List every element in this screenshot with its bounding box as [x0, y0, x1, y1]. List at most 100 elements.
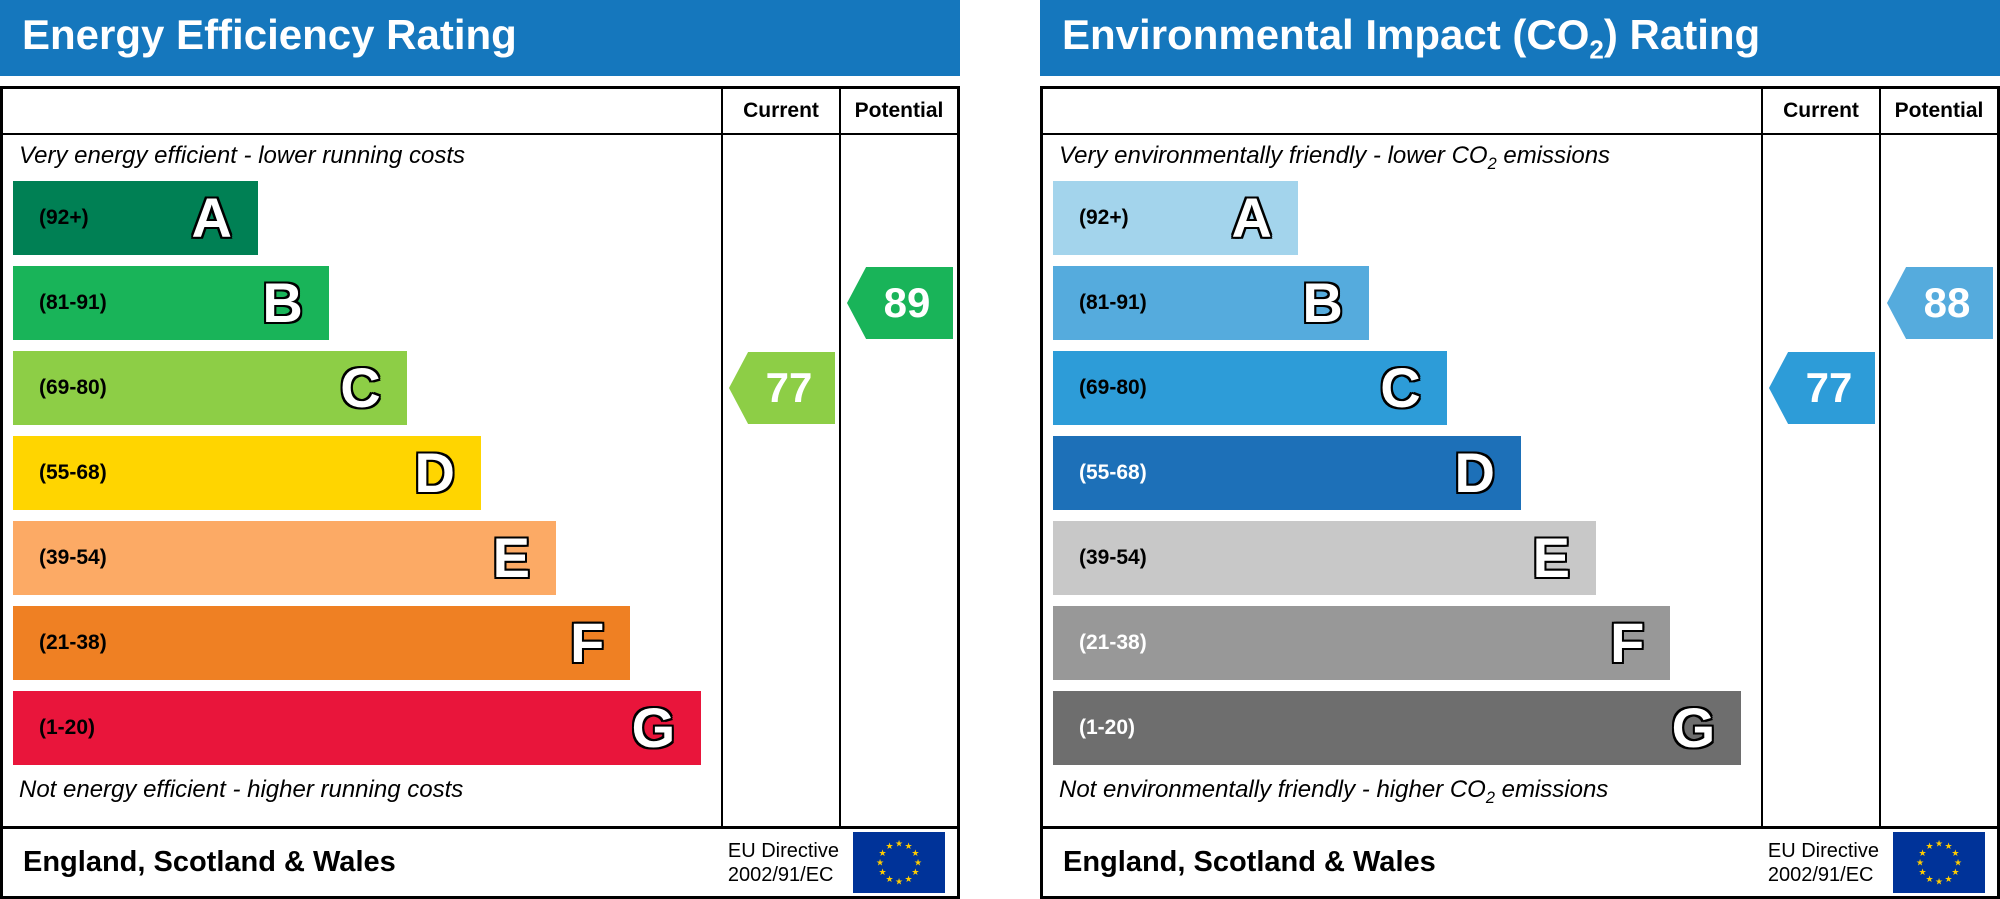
region-label: England, Scotland & Wales — [23, 846, 396, 878]
band-letter: F — [1610, 611, 1645, 674]
eu-flag-icon: ★ ★ ★★ ★★ ★★ ★★ ★★ — [1893, 832, 1985, 893]
svg-text:★: ★ — [895, 877, 903, 887]
energy-current-rating-value: 77 — [765, 364, 813, 411]
band-range-label: (55-68) — [1079, 461, 1147, 484]
svg-text:★: ★ — [879, 867, 887, 877]
environmental-current-rating-arrow: 77 — [1769, 352, 1875, 424]
energy-band-d: (55-68) D — [13, 436, 481, 510]
band-range-label: (81-91) — [39, 291, 107, 314]
band-letter: G — [631, 696, 676, 759]
band-letter: A — [1231, 186, 1272, 249]
svg-text:★: ★ — [879, 848, 887, 858]
environmental-top-note: Very environmentally friendly - lower CO… — [1059, 142, 1611, 173]
band-range-label: (1-20) — [39, 716, 96, 739]
region-label: England, Scotland & Wales — [1063, 846, 1436, 878]
svg-text:★: ★ — [1944, 841, 1952, 851]
band-letter: D — [414, 441, 455, 504]
band-range-label: (1-20) — [1079, 716, 1136, 739]
svg-text:★: ★ — [876, 858, 884, 868]
eu-flag-icon: ★ ★ ★★ ★★ ★★ ★★ ★★ — [853, 832, 945, 893]
environmental-potential-column-header: Potential — [1879, 89, 1997, 135]
environmental-title-bar: Environmental Impact (CO2) Rating — [1040, 0, 2000, 76]
band-letter: D — [1454, 441, 1495, 504]
band-row: (21-38) F — [1053, 606, 1761, 680]
svg-text:★: ★ — [1919, 848, 1927, 858]
eu-directive-group: EU Directive 2002/91/EC ★ ★ ★ ★ ★ ★ ★ ★ ★ ★ ★… — [1768, 832, 1985, 893]
band-row: (1-20) G — [13, 691, 721, 765]
energy-table-corner — [3, 89, 721, 135]
environmental-impact-chart: Environmental Impact (CO2) Rating Curren… — [1040, 0, 2000, 899]
eu-directive-label: EU Directive 2002/91/EC — [727, 839, 839, 886]
energy-band-f: (21-38) F — [13, 606, 631, 680]
environmental-bands: (92+) A (81-91) B (69-80) C — [1043, 181, 1761, 765]
energy-current-rating-arrow: 77 — [729, 352, 835, 424]
svg-text:★: ★ — [1916, 858, 1924, 868]
environmental-current-column-header: Current — [1761, 89, 1879, 135]
band-range-label: (55-68) — [39, 461, 107, 484]
eu-directive-group: EU Directive 2002/91/EC ★ ★ ★ ★ ★ ★ ★ ★ ★ ★ ★… — [728, 832, 945, 893]
environmental-bottom-note: Not environmentally friendly - higher CO… — [1059, 776, 1609, 807]
band-range-label: (92+) — [1079, 206, 1129, 229]
environmental-current-column: 77 — [1761, 135, 1879, 826]
svg-text:★: ★ — [1944, 874, 1952, 884]
energy-efficiency-chart: Energy Efficiency Rating Current Potenti… — [0, 0, 960, 899]
energy-band-g: (1-20) G — [13, 691, 702, 765]
eu-directive-label: EU Directive 2002/91/EC — [1767, 839, 1879, 886]
band-letter: B — [262, 271, 303, 334]
svg-text:★: ★ — [1951, 848, 1959, 858]
environmental-band-g: (1-20) G — [1053, 691, 1742, 765]
band-letter: B — [1302, 271, 1343, 334]
svg-text:★: ★ — [904, 874, 912, 884]
environmental-band-f: (21-38) F — [1053, 606, 1671, 680]
band-row: (92+) A — [13, 181, 721, 255]
svg-text:★: ★ — [1925, 841, 1933, 851]
band-range-label: (92+) — [39, 206, 89, 229]
energy-chart-footer: England, Scotland & Wales EU Directive 2… — [3, 826, 957, 896]
energy-potential-rating-arrow: 89 — [847, 267, 953, 339]
band-letter: F — [570, 611, 605, 674]
band-letter: G — [1671, 696, 1716, 759]
energy-current-column-header: Current — [721, 89, 839, 135]
band-row: (69-80) C — [1053, 351, 1761, 425]
band-letter: A — [191, 186, 232, 249]
energy-band-c: (69-80) C — [13, 351, 407, 425]
band-row: (39-54) E — [1053, 521, 1761, 595]
environmental-table-corner — [1043, 89, 1761, 135]
band-row: (55-68) D — [13, 436, 721, 510]
environmental-band-d: (55-68) D — [1053, 436, 1521, 510]
band-letter: C — [1380, 356, 1421, 419]
energy-bottom-note: Not energy efficient - higher running co… — [19, 776, 464, 803]
band-row: (81-91) B — [13, 266, 721, 340]
energy-band-a: (92+) A — [13, 181, 258, 255]
svg-text:★: ★ — [914, 858, 922, 868]
environmental-title: Environmental Impact (CO2) Rating — [1062, 10, 1761, 65]
band-row: (39-54) E — [13, 521, 721, 595]
band-row: (21-38) F — [13, 606, 721, 680]
energy-potential-column-header: Potential — [839, 89, 957, 135]
energy-potential-column: 89 — [839, 135, 957, 826]
energy-title: Energy Efficiency Rating — [22, 10, 517, 58]
band-row: (1-20) G — [1053, 691, 1761, 765]
environmental-band-e: (39-54) E — [1053, 521, 1597, 595]
environmental-potential-rating-value: 88 — [1923, 279, 1971, 326]
band-letter: E — [492, 526, 531, 589]
band-range-label: (81-91) — [1079, 291, 1147, 314]
environmental-bands-area: Very environmentally friendly - lower CO… — [1043, 135, 1761, 826]
energy-rating-table: Current Potential Very energy efficient … — [0, 86, 960, 899]
svg-text:★: ★ — [911, 867, 919, 877]
environmental-band-b: (81-91) B — [1053, 266, 1369, 340]
environmental-band-c: (69-80) C — [1053, 351, 1447, 425]
environmental-potential-rating-arrow: 88 — [1887, 267, 1993, 339]
band-range-label: (69-80) — [1079, 376, 1147, 399]
band-letter: E — [1532, 526, 1571, 589]
band-range-label: (39-54) — [39, 546, 107, 569]
svg-text:★: ★ — [1954, 858, 1962, 868]
svg-text:★: ★ — [895, 839, 903, 849]
environmental-chart-footer: England, Scotland & Wales EU Directive 2… — [1043, 826, 1997, 896]
svg-text:★: ★ — [1935, 877, 1943, 887]
energy-bands: (92+) A (81-91) B (69-80) C — [3, 181, 721, 765]
environmental-rating-table: Current Potential Very environmentally f… — [1040, 86, 2000, 899]
band-range-label: (21-38) — [39, 631, 107, 654]
environmental-potential-column: 88 — [1879, 135, 1997, 826]
